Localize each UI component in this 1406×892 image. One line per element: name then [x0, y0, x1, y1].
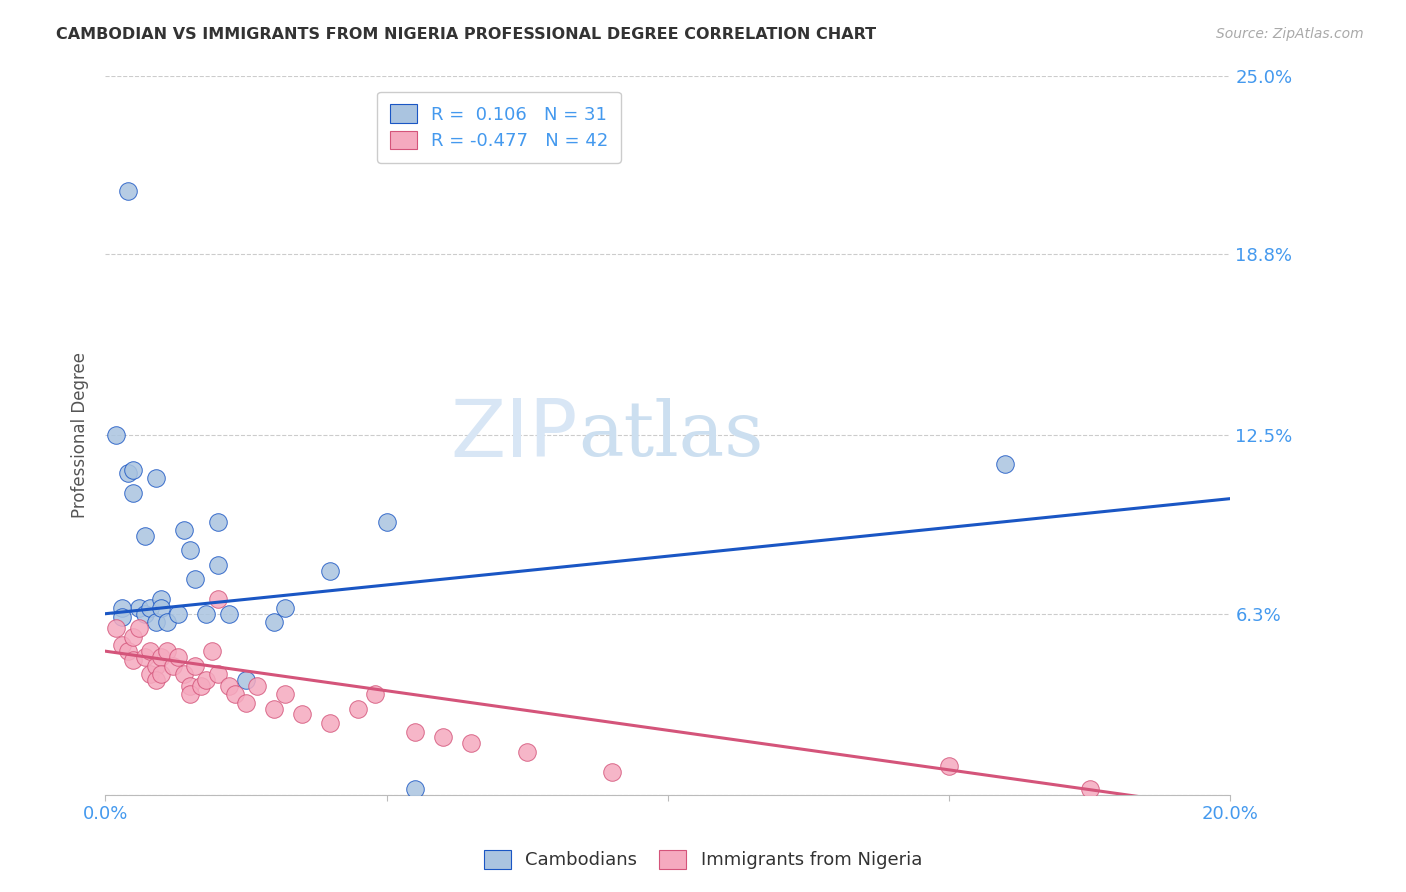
Point	[156, 644, 179, 658]
Point	[117, 644, 139, 658]
Point	[145, 673, 167, 687]
Text: atlas: atlas	[578, 399, 763, 472]
Point	[117, 184, 139, 198]
Point	[375, 515, 398, 529]
Point	[404, 724, 426, 739]
Point	[145, 471, 167, 485]
Point	[190, 679, 212, 693]
Point	[218, 679, 240, 693]
Point	[122, 463, 145, 477]
Point	[139, 644, 162, 658]
Point	[128, 621, 150, 635]
Point	[134, 607, 156, 621]
Point	[207, 515, 229, 529]
Point	[195, 673, 218, 687]
Point	[207, 592, 229, 607]
Text: CAMBODIAN VS IMMIGRANTS FROM NIGERIA PROFESSIONAL DEGREE CORRELATION CHART: CAMBODIAN VS IMMIGRANTS FROM NIGERIA PRO…	[56, 27, 876, 42]
Point	[404, 782, 426, 797]
Point	[150, 667, 173, 681]
Point	[364, 687, 387, 701]
Point	[150, 601, 173, 615]
Point	[938, 759, 960, 773]
Point	[347, 702, 370, 716]
Point	[150, 649, 173, 664]
Point	[145, 615, 167, 630]
Point	[184, 572, 207, 586]
Point	[145, 658, 167, 673]
Point	[201, 644, 224, 658]
Point	[173, 523, 195, 537]
Text: Source: ZipAtlas.com: Source: ZipAtlas.com	[1216, 27, 1364, 41]
Point	[319, 716, 342, 731]
Point	[150, 592, 173, 607]
Point	[134, 529, 156, 543]
Point	[162, 658, 184, 673]
Point	[111, 609, 134, 624]
Point	[105, 621, 128, 635]
Point	[105, 428, 128, 442]
Point	[516, 745, 538, 759]
Point	[460, 736, 482, 750]
Y-axis label: Professional Degree: Professional Degree	[72, 352, 89, 518]
Point	[122, 630, 145, 644]
Legend: R =  0.106   N = 31, R = -0.477   N = 42: R = 0.106 N = 31, R = -0.477 N = 42	[377, 92, 621, 163]
Point	[139, 601, 162, 615]
Point	[235, 673, 257, 687]
Point	[994, 457, 1017, 471]
Point	[156, 615, 179, 630]
Point	[195, 607, 218, 621]
Point	[128, 601, 150, 615]
Point	[179, 543, 201, 558]
Point	[167, 607, 190, 621]
Point	[246, 679, 269, 693]
Point	[184, 658, 207, 673]
Point	[207, 558, 229, 572]
Point	[235, 696, 257, 710]
Point	[179, 687, 201, 701]
Point	[111, 639, 134, 653]
Point	[134, 649, 156, 664]
Point	[224, 687, 246, 701]
Text: ZIP: ZIP	[450, 396, 578, 475]
Point	[207, 667, 229, 681]
Point	[167, 649, 190, 664]
Point	[600, 765, 623, 780]
Point	[274, 687, 297, 701]
Point	[139, 667, 162, 681]
Point	[291, 707, 314, 722]
Point	[218, 607, 240, 621]
Point	[432, 731, 454, 745]
Point	[173, 667, 195, 681]
Point	[122, 653, 145, 667]
Point	[111, 601, 134, 615]
Point	[319, 564, 342, 578]
Point	[179, 679, 201, 693]
Point	[263, 615, 285, 630]
Legend: Cambodians, Immigrants from Nigeria: Cambodians, Immigrants from Nigeria	[475, 841, 931, 879]
Point	[1078, 782, 1101, 797]
Point	[122, 486, 145, 500]
Point	[263, 702, 285, 716]
Point	[117, 466, 139, 480]
Point	[274, 601, 297, 615]
